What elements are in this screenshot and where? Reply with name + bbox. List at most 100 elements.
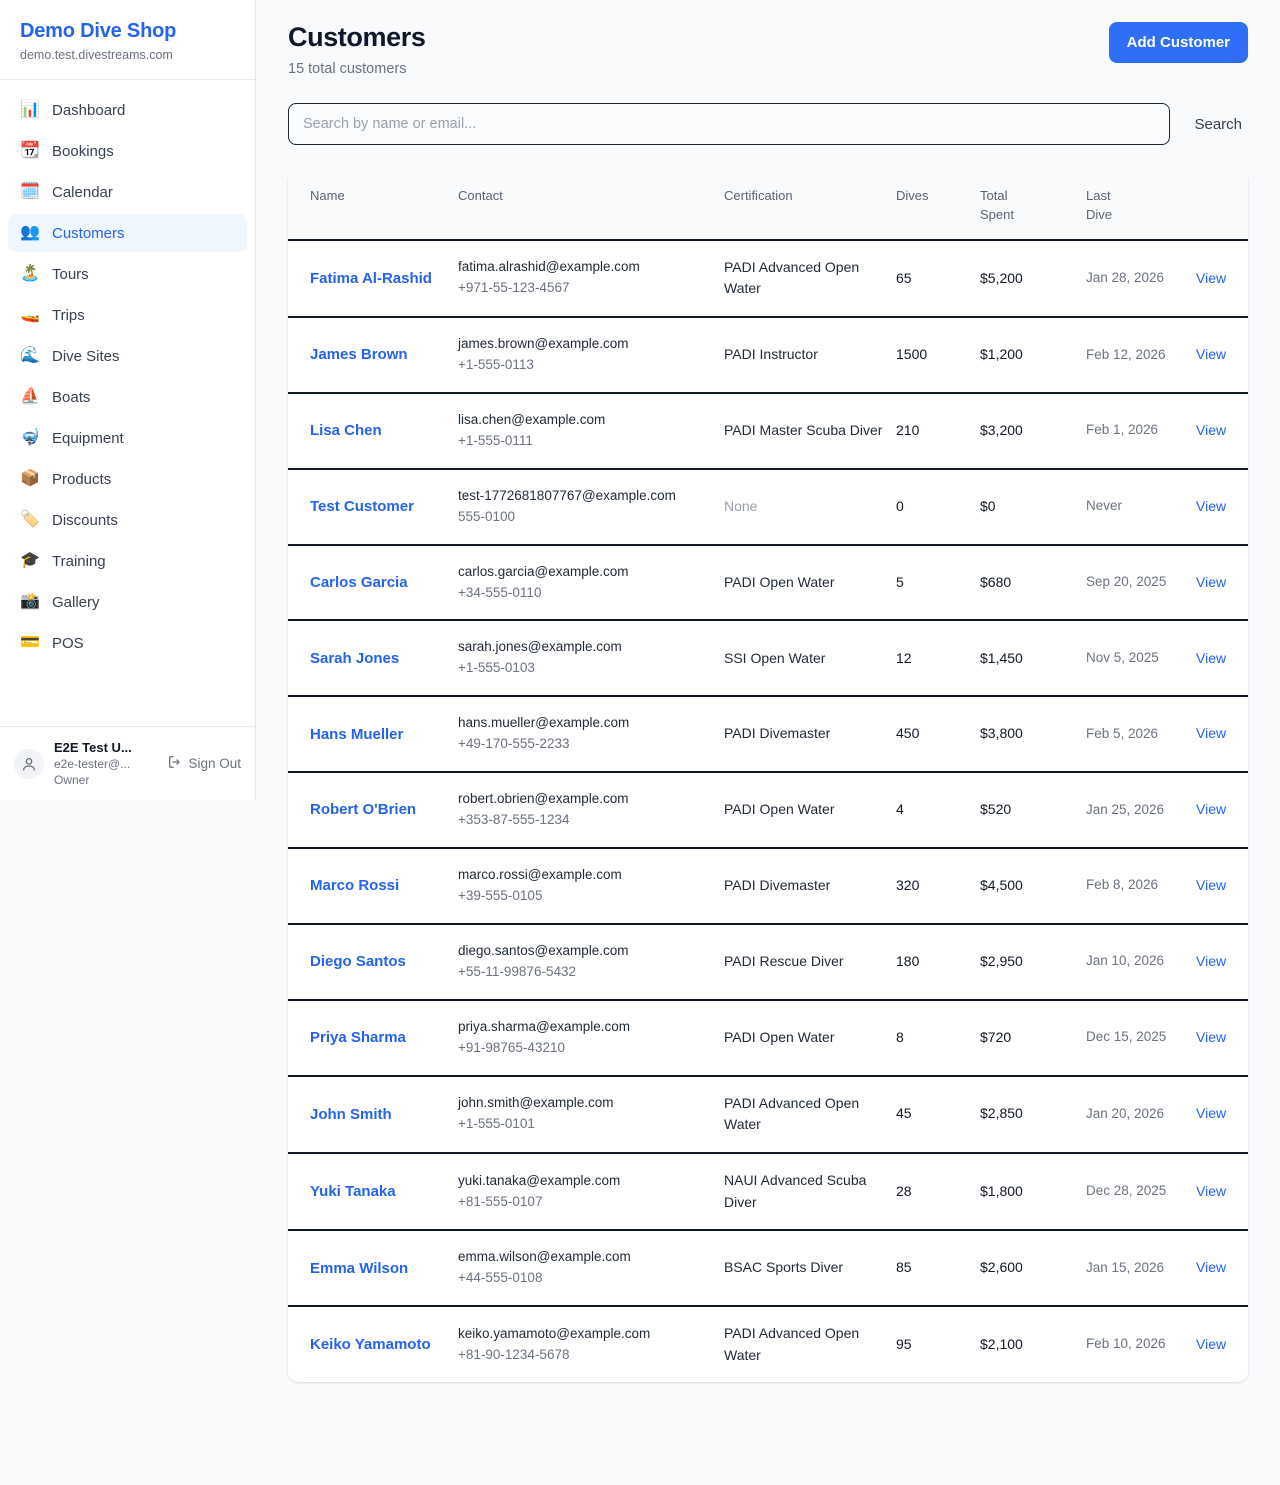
user-email: e2e-tester@... [54, 757, 131, 772]
calendar-icon: 📆 [20, 142, 40, 160]
view-button[interactable]: View [1196, 1182, 1227, 1199]
tag-icon: 🏷️ [20, 511, 40, 529]
cell-actions: View [1196, 696, 1248, 774]
table-header-row: Name Contact Certification Dives Total Sp… [288, 171, 1248, 241]
search-button[interactable]: Search [1188, 112, 1248, 137]
table-row: Robert O'Brien robert.obrien@example.com +… [288, 772, 1248, 849]
view-button[interactable]: View [1196, 877, 1227, 894]
cell-name: Sarah Jones [288, 620, 458, 698]
last-dive-value: Nov 5, 2025 [1086, 649, 1159, 665]
sidebar-item-calendar[interactable]: 🗓️ Calendar [8, 173, 247, 211]
customer-email: diego.santos@example.com [458, 942, 629, 958]
sidebar-item-discounts[interactable]: 🏷️ Discounts [8, 501, 247, 539]
cell-name: Robert O'Brien [288, 772, 458, 849]
page-header-text: Customers 15 total customers [288, 22, 426, 77]
search-input[interactable] [288, 103, 1171, 145]
view-button[interactable]: View [1196, 725, 1227, 742]
sidebar-item-tours[interactable]: 🏝️ Tours [8, 255, 247, 293]
column-header-total-spent[interactable]: Total Spent [980, 171, 1086, 241]
sidebar-item-label: Gallery [52, 593, 100, 611]
brand-title: Demo Dive Shop [20, 20, 177, 42]
total-spent-value: $2,600 [980, 1259, 1023, 1276]
cell-name: Marco Rossi [288, 847, 458, 925]
sidebar-item-gallery[interactable]: 📸 Gallery [8, 583, 247, 621]
customer-phone: +55-11-99876-5432 [458, 963, 576, 979]
cell-contact: diego.santos@example.com +55-11-99876-543… [458, 923, 724, 1001]
cell-last-dive: Feb 8, 2026 [1086, 847, 1196, 925]
view-button[interactable]: View [1196, 1028, 1227, 1045]
customer-phone: +34-555-0110 [458, 584, 542, 600]
customer-email: marco.rossi@example.com [458, 866, 622, 882]
avatar [14, 748, 44, 779]
customer-name-link[interactable]: Sarah Jones [310, 649, 400, 667]
customer-name-link[interactable]: Robert O'Brien [310, 801, 417, 819]
brand-subdomain: demo.test.divestreams.com [20, 48, 173, 62]
sidebar-item-products[interactable]: 📦 Products [8, 460, 247, 498]
cell-last-dive: Jan 15, 2026 [1086, 1230, 1196, 1308]
view-button[interactable]: View [1196, 573, 1227, 590]
customer-name-link[interactable]: Emma Wilson [310, 1259, 409, 1277]
certification-value: PADI Instructor [724, 346, 818, 363]
customer-name-link[interactable]: Lisa Chen [310, 422, 382, 440]
customer-name-link[interactable]: Keiko Yamamoto [310, 1336, 431, 1354]
sidebar-item-pos[interactable]: 💳 POS [8, 624, 247, 662]
certification-value: PADI Advanced Open Water [724, 258, 860, 297]
customer-name-link[interactable]: Priya Sharma [310, 1028, 406, 1046]
certification-value: PADI Open Water [724, 801, 835, 818]
column-header-last-dive[interactable]: Last Dive [1086, 171, 1196, 241]
sidebar-item-label: Training [52, 552, 106, 570]
sidebar-item-dive-sites[interactable]: 🌊 Dive Sites [8, 337, 247, 375]
column-header-certification[interactable]: Certification [724, 171, 896, 241]
add-customer-button[interactable]: Add Customer [1108, 22, 1248, 63]
certification-value: PADI Master Scuba Diver [724, 421, 883, 438]
cell-contact: john.smith@example.com +1-555-0101 [458, 1075, 724, 1154]
cell-total-spent: $1,200 [980, 317, 1086, 394]
customer-name-link[interactable]: Fatima Al-Rashid [310, 269, 432, 287]
dives-value: 85 [896, 1259, 912, 1276]
view-button[interactable]: View [1196, 346, 1227, 363]
view-button[interactable]: View [1196, 421, 1227, 438]
cell-dives: 0 [896, 468, 980, 546]
view-button[interactable]: View [1196, 497, 1227, 514]
view-button[interactable]: View [1196, 649, 1227, 666]
customer-name-link[interactable]: Carlos Garcia [310, 573, 408, 591]
view-button[interactable]: View [1196, 1335, 1227, 1352]
col-spent-l2: Spent [980, 206, 1014, 222]
view-button[interactable]: View [1196, 269, 1227, 286]
certification-value: PADI Divemaster [724, 877, 831, 894]
camera-icon: 📸 [20, 593, 40, 611]
sidebar-item-trips[interactable]: 🚤 Trips [8, 296, 247, 334]
view-button[interactable]: View [1196, 1259, 1227, 1276]
cell-total-spent: $2,600 [980, 1230, 1086, 1308]
view-button[interactable]: View [1196, 1105, 1227, 1122]
customer-name-link[interactable]: Test Customer [310, 498, 414, 516]
customer-name-link[interactable]: James Brown [310, 346, 408, 364]
customer-name-link[interactable]: Diego Santos [310, 953, 406, 971]
sign-out-button[interactable]: Sign Out [167, 754, 241, 773]
sidebar-item-bookings[interactable]: 📆 Bookings [8, 132, 247, 170]
view-button[interactable]: View [1196, 801, 1227, 818]
customer-phone: +353-87-555-1234 [458, 812, 570, 828]
column-header-name[interactable]: Name [288, 171, 458, 241]
cell-certification: PADI Advanced Open Water [724, 1075, 896, 1154]
cell-name: Emma Wilson [288, 1230, 458, 1308]
column-header-contact[interactable]: Contact [458, 171, 724, 241]
customer-name-link[interactable]: Marco Rossi [310, 877, 400, 895]
view-button[interactable]: View [1196, 952, 1227, 969]
customer-email: james.brown@example.com [458, 336, 629, 352]
sidebar-item-equipment[interactable]: 🤿 Equipment [8, 419, 247, 457]
sidebar-item-training[interactable]: 🎓 Training [8, 542, 247, 580]
diving-mask-icon: 🤿 [20, 429, 40, 447]
cell-name: Hans Mueller [288, 696, 458, 774]
last-dive-value: Feb 8, 2026 [1086, 877, 1159, 893]
customer-name-link[interactable]: Hans Mueller [310, 725, 404, 743]
dives-value: 210 [896, 421, 920, 438]
sidebar-item-boats[interactable]: ⛵ Boats [8, 378, 247, 416]
customer-name-link[interactable]: John Smith [310, 1105, 392, 1123]
sidebar-item-dashboard[interactable]: 📊 Dashboard [8, 91, 247, 129]
column-header-dives[interactable]: Dives [896, 171, 980, 241]
cell-certification: PADI Divemaster [724, 696, 896, 774]
customer-name-link[interactable]: Yuki Tanaka [310, 1182, 396, 1200]
cell-total-spent: $680 [980, 544, 1086, 622]
sidebar-item-customers[interactable]: 👥 Customers [8, 214, 247, 253]
